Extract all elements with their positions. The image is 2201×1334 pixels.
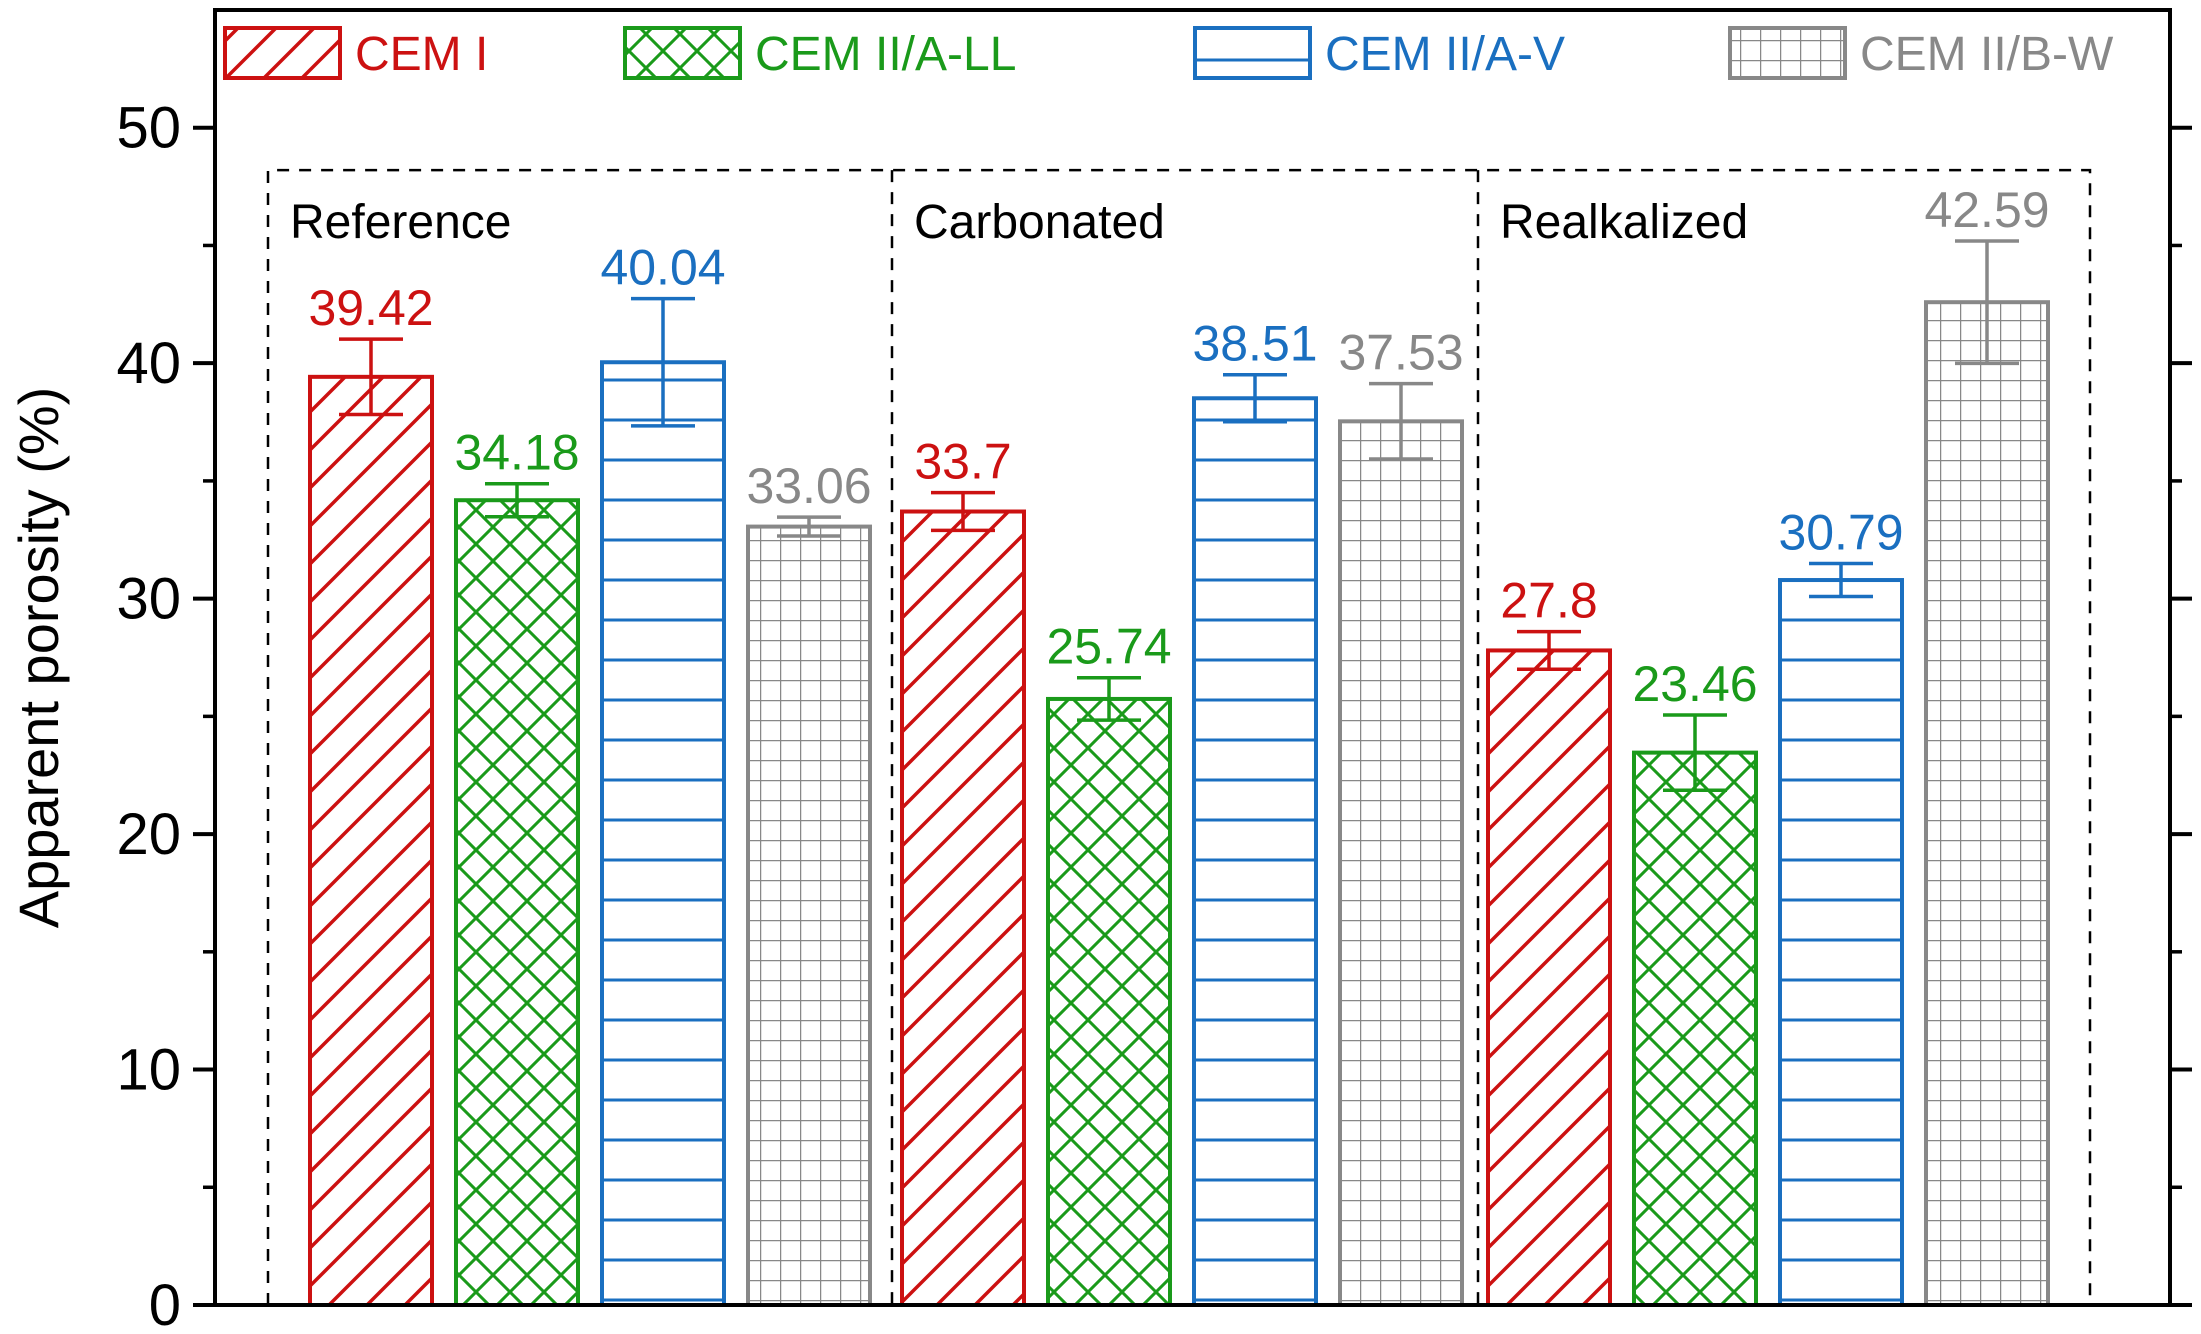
plot-frame (213, 8, 2172, 1307)
y-tick-label: 10 (116, 1038, 181, 1103)
y-tick-label: 50 (116, 96, 181, 161)
legend-label: CEM I (355, 28, 488, 81)
bars (308, 300, 2050, 1308)
legend-label: CEM II/A-V (1325, 28, 1565, 81)
bar (454, 498, 580, 1307)
bar (1632, 750, 1758, 1307)
value-label: 42.59 (1924, 182, 2049, 238)
bar (900, 509, 1026, 1307)
legend-swatch (623, 26, 742, 80)
value-label: 33.06 (746, 458, 871, 514)
y-tick-label: 20 (116, 802, 181, 867)
value-label: 23.46 (1632, 656, 1757, 712)
y-axis-title: Apparent porosity (%) (7, 387, 70, 929)
y-tick-label: 0 (149, 1273, 181, 1334)
value-label: 27.8 (1500, 573, 1597, 629)
y-tick-label: 40 (116, 331, 181, 396)
value-label: 30.79 (1778, 505, 1903, 561)
bar (600, 360, 726, 1307)
group-label-realkalized: Realkalized (1500, 196, 1748, 249)
legend: CEM I CEM II/A-LL CEM II/A-V CEM II/B-W (223, 26, 2114, 81)
bar (1924, 300, 2050, 1307)
y-tick-label: 30 (116, 567, 181, 632)
value-label: 33.7 (914, 434, 1011, 490)
group-label-carbonated: Carbonated (914, 196, 1165, 249)
bar (1046, 696, 1172, 1307)
value-label: 34.18 (454, 425, 579, 481)
value-label: 40.04 (600, 240, 725, 296)
axes: 0 10 20 30 40 50 (116, 8, 2192, 1334)
legend-swatch (223, 26, 342, 80)
value-label: 39.42 (308, 280, 433, 336)
legend-label: CEM II/A-LL (755, 28, 1016, 81)
bar (746, 524, 872, 1307)
group-boxes: Reference Carbonated Realkalized (266, 168, 2092, 1305)
error-bars (339, 239, 2019, 793)
value-label: 37.53 (1338, 325, 1463, 381)
group-box-outline (266, 168, 2092, 1305)
value-labels: 39.42 34.18 40.04 33.06 33.7 25.74 38.51 37.53 2… (308, 182, 2049, 712)
bar (308, 374, 434, 1307)
value-label: 25.74 (1046, 619, 1171, 675)
legend-label: CEM II/B-W (1860, 28, 2114, 81)
bar (1778, 578, 1904, 1307)
bar (1338, 419, 1464, 1307)
value-label: 38.51 (1192, 316, 1317, 372)
legend-swatch (1193, 26, 1312, 80)
legend-swatch (1728, 26, 1847, 80)
bar (1486, 648, 1612, 1307)
group-label-reference: Reference (290, 196, 511, 249)
bar (1192, 396, 1318, 1308)
